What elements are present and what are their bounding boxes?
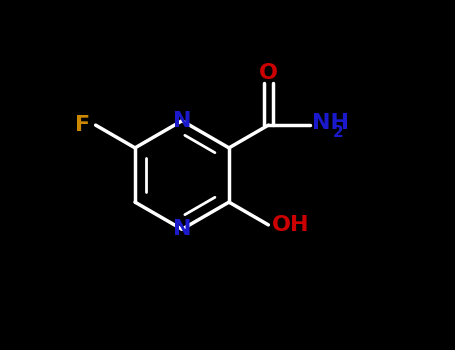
Text: F: F: [75, 115, 91, 135]
Text: OH: OH: [272, 215, 309, 235]
Polygon shape: [135, 121, 229, 229]
Text: NH: NH: [312, 113, 349, 133]
Text: N: N: [173, 111, 191, 131]
Text: O: O: [259, 63, 278, 83]
Text: 2: 2: [333, 125, 344, 140]
Text: N: N: [173, 219, 191, 239]
